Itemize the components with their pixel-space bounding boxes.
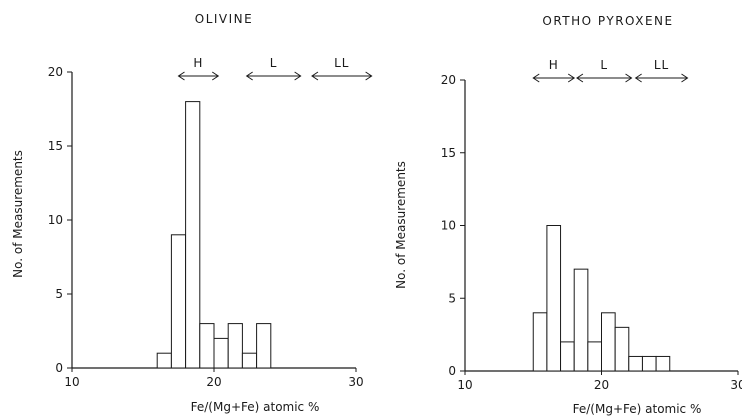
olivine-bar-7 (256, 323, 272, 369)
orthopyroxene-range-ll-arrowhead-left (634, 73, 642, 83)
olivine-range-l-label: L (270, 56, 278, 70)
olivine-y-tick-label: 10 (48, 213, 63, 227)
olivine-range-h-arrowhead-left (177, 71, 185, 81)
olivine-x-tick-label: 10 (64, 375, 79, 389)
olivine-y-tick-label: 15 (48, 139, 63, 153)
orthopyroxene-x-tick-label: 30 (730, 378, 742, 392)
orthopyroxene-bar-6 (614, 326, 630, 372)
olivine-bar-5 (227, 323, 243, 369)
olivine-x-tick-label: 30 (348, 375, 363, 389)
olivine-panel: OLIVINE No. of Measurements Fe/(Mg+Fe) a… (11, 12, 373, 414)
olivine-bars (156, 101, 272, 369)
olivine-bar-2 (185, 101, 201, 369)
olivine-x-tick-label: 20 (206, 375, 221, 389)
orthopyroxene-y-tick-label: 15 (441, 146, 456, 160)
orthopyroxene-bar-8 (641, 355, 657, 372)
orthopyroxene-bars (532, 225, 671, 372)
orthopyroxene-range-l-label: L (600, 58, 608, 72)
olivine-range-l-arrowhead-right (294, 71, 302, 81)
olivine-y-ticks: 0 5 10 15 20 (48, 65, 72, 375)
orthopyroxene-range-ll-arrowhead-right (681, 73, 689, 83)
orthopyroxene-range-h-arrowhead-right (567, 73, 576, 83)
olivine-range-ll-arrowhead-left (311, 71, 319, 81)
orthopyroxene-range-l-arrowhead-left (576, 73, 584, 83)
olivine-bar-4 (213, 337, 229, 369)
orthopyroxene-x-axis-label: Fe/(Mg+Fe) atomic % (573, 402, 702, 416)
olivine-x-ticks: 10 20 30 (64, 368, 364, 389)
orthopyroxene-bar-4 (587, 341, 602, 372)
orthopyroxene-x-tick-label: 10 (457, 378, 472, 392)
orthopyroxene-x-tick-label: 20 (594, 378, 609, 392)
orthopyroxene-bar-3 (573, 268, 589, 372)
orthopyroxene-bar-5 (601, 312, 616, 372)
olivine-range-ll-label: LL (334, 56, 349, 70)
orthopyroxene-y-tick-label: 20 (441, 73, 456, 87)
olivine-bar-3 (199, 323, 215, 369)
orthopyroxene-bar-7 (628, 355, 643, 372)
olivine-y-axis-label: No. of Measurements (11, 150, 25, 278)
olivine-y-tick-label: 0 (55, 361, 63, 375)
orthopyroxene-bar-1 (546, 225, 562, 372)
olivine-y-tick-label: 5 (55, 287, 63, 301)
orthopyroxene-bar-2 (560, 341, 575, 372)
olivine-bar-6 (241, 352, 258, 369)
orthopyroxene-y-tick-label: 0 (448, 364, 456, 378)
orthopyroxene-range-ll-label: LL (654, 58, 669, 72)
orthopyroxene-range-h-label: H (549, 58, 559, 72)
olivine-range-indicators: H L LL (177, 56, 373, 81)
orthopyroxene-y-tick-label: 5 (448, 291, 456, 305)
orthopyroxene-y-tick-label: 10 (441, 219, 456, 233)
olivine-x-axis-label: Fe/(Mg+Fe) atomic % (191, 400, 320, 414)
orthopyroxene-y-ticks: 0 5 10 15 20 (441, 73, 465, 378)
orthopyroxene-x-ticks: 10 20 30 (457, 371, 742, 392)
olivine-range-l-arrowhead-left (245, 71, 253, 81)
olivine-range-h-label: H (193, 56, 203, 70)
olivine-range-h-arrowhead-right (211, 71, 220, 81)
olivine-bar-0 (156, 352, 172, 369)
olivine-title: OLIVINE (195, 12, 253, 26)
orthopyroxene-range-indicators: H L LL (532, 58, 689, 83)
olivine-y-tick-label: 20 (48, 65, 63, 79)
olivine-bar-1 (170, 234, 187, 369)
orthopyroxene-range-h-arrowhead-left (532, 73, 540, 83)
orthopyroxene-range-l-arrowhead-right (625, 73, 633, 83)
olivine-range-ll-arrowhead-right (365, 71, 373, 81)
orthopyroxene-y-axis-label: No. of Measurements (394, 161, 408, 289)
orthopyroxene-bar-0 (532, 312, 548, 372)
orthopyroxene-title: ORTHO PYROXENE (542, 14, 673, 28)
orthopyroxene-bar-9 (655, 355, 671, 372)
orthopyroxene-panel: ORTHO PYROXENE No. of Measurements Fe/(M… (394, 14, 742, 416)
